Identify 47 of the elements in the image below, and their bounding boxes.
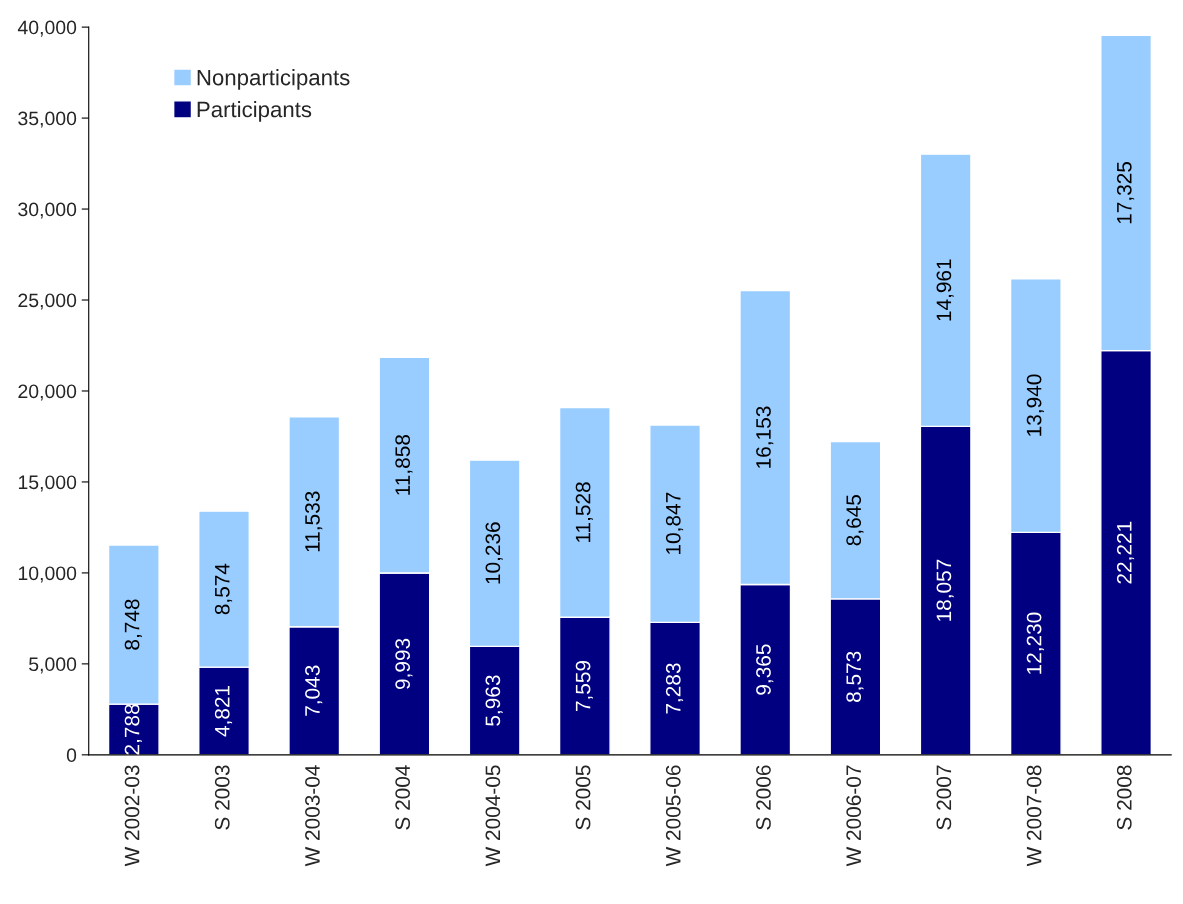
data-label: 8,573 <box>846 651 864 703</box>
data-label: 13,940 <box>1026 374 1044 436</box>
data-label: 10,236 <box>485 522 503 584</box>
data-label: 12,230 <box>1026 612 1044 674</box>
y-tick-label: 10,000 <box>18 566 77 583</box>
data-label: 8,574 <box>214 563 233 615</box>
data-label: 11,533 <box>305 491 323 552</box>
data-label: 9,993 <box>395 638 413 690</box>
x-tick-label: W 2007-08 <box>1026 765 1042 867</box>
y-tick-label: 30,000 <box>18 202 77 219</box>
legend-label: Participants <box>197 101 312 122</box>
x-tick-label: W 2004-05 <box>485 765 501 867</box>
data-label: 8,748 <box>124 599 142 650</box>
data-label: 22,221 <box>1116 521 1135 584</box>
legend-label: Nonparticipants <box>197 69 350 90</box>
data-label: 11,528 <box>575 482 593 542</box>
y-tick-label: 5,000 <box>29 657 77 674</box>
data-label: 8,645 <box>846 495 864 546</box>
data-label: 16,153 <box>756 406 774 468</box>
data-label: 7,559 <box>575 661 593 712</box>
data-label: 2,788 <box>124 704 142 755</box>
y-tick-label: 40,000 <box>17 20 77 37</box>
x-tick-label: W 2006-07 <box>846 765 862 867</box>
y-tick-label: 25,000 <box>18 293 77 310</box>
y-tick-label: 15,000 <box>18 475 77 492</box>
x-tick-label: S 2006 <box>756 765 771 830</box>
data-label: 5,963 <box>485 675 503 726</box>
y-tick-label: 0 <box>66 748 77 763</box>
x-tick-label: S 2008 <box>1116 765 1132 830</box>
x-tick-label: W 2005-06 <box>665 765 681 867</box>
data-label: 7,043 <box>305 665 323 716</box>
data-label: 18,057 <box>936 559 954 621</box>
x-tick-label: S 2003 <box>214 765 230 830</box>
y-tick-label: 20,000 <box>18 384 77 401</box>
data-label: 17,325 <box>1116 161 1135 224</box>
x-tick-label: W 2003-04 <box>305 765 320 867</box>
data-label: 10,847 <box>665 492 684 554</box>
x-tick-label: W 2002-03 <box>124 765 140 867</box>
data-label: 14,961 <box>936 259 954 321</box>
y-tick-label: 35,000 <box>18 111 77 128</box>
data-label: 7,283 <box>665 663 684 714</box>
x-tick-label: S 2004 <box>395 765 411 830</box>
data-label: 4,821 <box>214 685 233 737</box>
data-label: 11,858 <box>395 434 413 495</box>
x-tick-label: S 2007 <box>936 765 952 830</box>
data-label: 9,365 <box>756 644 774 695</box>
x-tick-label: S 2005 <box>575 765 591 830</box>
